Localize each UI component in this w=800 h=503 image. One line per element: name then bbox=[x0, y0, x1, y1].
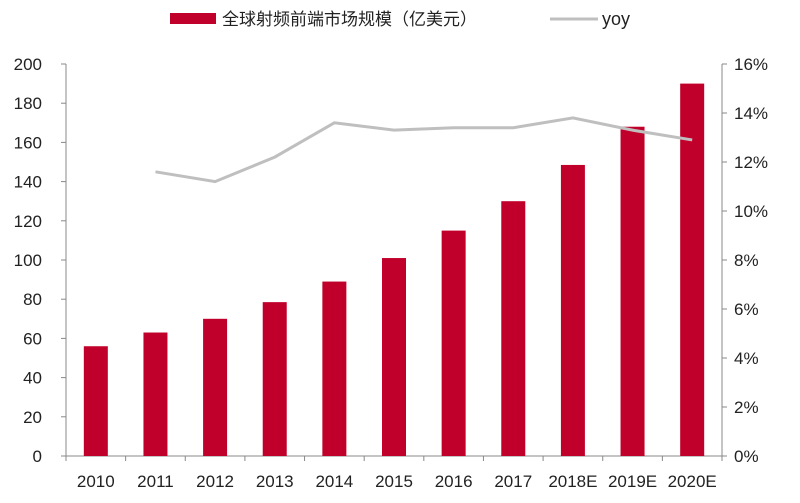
x-tick-label: 2017 bbox=[494, 472, 532, 491]
y-tick-label: 140 bbox=[14, 173, 42, 192]
y2-tick-label: 4% bbox=[734, 349, 759, 368]
bar-2019E bbox=[620, 126, 645, 456]
y-tick-label: 40 bbox=[23, 369, 42, 388]
bar-2015 bbox=[382, 258, 406, 456]
y2-tick-label: 12% bbox=[734, 153, 768, 172]
y2-tick-label: 2% bbox=[734, 398, 759, 417]
legend-line-label: yoy bbox=[602, 9, 630, 29]
bar-2014 bbox=[322, 281, 347, 456]
y2-tick-label: 8% bbox=[734, 251, 759, 270]
y-tick-label: 120 bbox=[14, 212, 42, 231]
y-tick-label: 20 bbox=[23, 408, 42, 427]
legend-bar-swatch bbox=[170, 13, 216, 24]
bar-2018E bbox=[560, 164, 585, 456]
y-tick-label: 180 bbox=[14, 94, 42, 113]
x-tick-label: 2012 bbox=[196, 472, 234, 491]
bar-2012 bbox=[203, 318, 228, 456]
y-tick-label: 0 bbox=[33, 447, 42, 466]
x-tick-label: 2013 bbox=[256, 472, 294, 491]
x-tick-label: 2019E bbox=[608, 472, 657, 491]
x-tick-label: 2016 bbox=[435, 472, 473, 491]
y-tick-label: 80 bbox=[23, 290, 42, 309]
y2-tick-label: 6% bbox=[734, 300, 759, 319]
bar-2017 bbox=[501, 201, 526, 456]
bar-2020E bbox=[680, 83, 705, 456]
y-tick-label: 100 bbox=[14, 251, 42, 270]
legend-bar-label: 全球射频前端市场规模（亿美元） bbox=[222, 10, 477, 29]
x-tick-label: 2020E bbox=[668, 472, 717, 491]
x-tick-label: 2014 bbox=[315, 472, 353, 491]
bar-2010 bbox=[83, 346, 108, 456]
y2-tick-label: 16% bbox=[734, 55, 768, 74]
bar-2011 bbox=[143, 332, 168, 456]
x-tick-label: 2015 bbox=[375, 472, 413, 491]
bar-2013 bbox=[262, 302, 287, 456]
yoy-line bbox=[155, 116, 693, 184]
bar-2016 bbox=[441, 230, 466, 456]
y2-tick-label: 10% bbox=[734, 202, 768, 221]
y-tick-label: 200 bbox=[14, 55, 42, 74]
x-tick-label: 2018E bbox=[548, 472, 597, 491]
x-tick-label: 2011 bbox=[137, 472, 174, 491]
y2-tick-label: 0% bbox=[734, 447, 759, 466]
x-tick-label: 2010 bbox=[77, 472, 115, 491]
y-tick-label: 60 bbox=[23, 329, 42, 348]
y-tick-label: 160 bbox=[14, 133, 42, 152]
y2-tick-label: 14% bbox=[734, 104, 768, 123]
